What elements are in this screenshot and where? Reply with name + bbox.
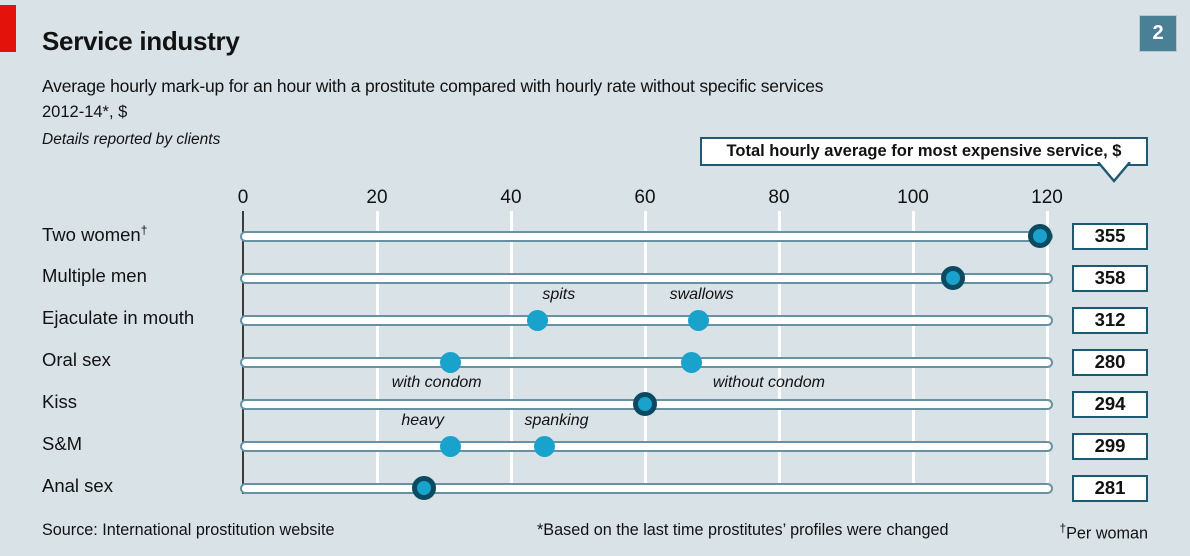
footnote-asterisk: *Based on the last time prostitutes’ pro… [537, 521, 949, 539]
row-track [240, 356, 1053, 368]
chart-title: Service industry [42, 26, 240, 56]
dagger-symbol: † [140, 223, 148, 237]
point-note: with condom [391, 374, 482, 391]
dagger-symbol: † [1059, 521, 1067, 535]
chart-subtitle: Average hourly mark-up for an hour with … [42, 76, 824, 96]
economist-red-tab [0, 5, 16, 52]
data-dot [527, 309, 549, 331]
x-tick-label-100: 100 [897, 187, 929, 208]
row-track [240, 272, 1053, 284]
row-track [240, 230, 1053, 242]
dagger-text: Per woman [1066, 524, 1148, 543]
total-value-box: 355 [1072, 222, 1148, 250]
row-label: Oral sex [42, 349, 111, 370]
x-tick-label-40: 40 [500, 187, 522, 208]
gridline-120 [1045, 211, 1049, 494]
callout-pointer-icon [1097, 162, 1131, 183]
axis-zero-line [242, 211, 244, 494]
total-value-box: 358 [1072, 264, 1148, 292]
point-note: heavy [401, 412, 445, 429]
gridline-100 [911, 211, 915, 494]
total-value-box: 294 [1072, 390, 1148, 418]
data-dot [534, 435, 555, 457]
callout-label: Total hourly average for most expensive … [700, 137, 1148, 183]
point-note: spanking [524, 412, 589, 429]
x-tick-label-0: 0 [237, 187, 249, 208]
total-value-box: 280 [1072, 348, 1148, 376]
x-tick-label-60: 60 [634, 187, 656, 208]
x-tick-label-20: 20 [366, 187, 388, 208]
row-track [240, 440, 1053, 452]
data-dot [440, 351, 462, 373]
row-track [240, 482, 1053, 494]
row-label: Ejaculate in mouth [42, 307, 195, 328]
x-tick-label-120: 120 [1031, 187, 1063, 208]
data-dot-ringed [1028, 224, 1053, 248]
gridline-60 [643, 211, 647, 494]
source-note: Source: International prostitution websi… [42, 521, 335, 539]
row-label: Anal sex [42, 475, 113, 496]
row-label: Multiple men [42, 265, 147, 286]
data-dot-ringed [941, 266, 966, 290]
total-value-box: 281 [1072, 474, 1148, 502]
callout-text: Total hourly average for most expensive … [726, 142, 1122, 160]
detail-note: Details reported by clients [42, 131, 221, 148]
unit-line: 2012-14*, $ [42, 103, 128, 121]
gridline-40 [509, 211, 513, 494]
x-tick-label-80: 80 [768, 187, 790, 208]
gridline-80 [777, 211, 781, 494]
data-dot [688, 309, 710, 331]
total-value-box: 312 [1072, 306, 1148, 334]
point-note: without condom [712, 374, 825, 391]
footnote-dagger: †Per woman [1059, 521, 1148, 543]
total-value-box: 299 [1072, 432, 1148, 460]
gridline-20 [375, 211, 379, 494]
data-dot-ringed [633, 392, 657, 416]
row-label: Kiss [42, 391, 77, 412]
data-dot [681, 351, 703, 373]
row-label: S&M [42, 433, 83, 454]
row-track [240, 314, 1053, 326]
data-dot [440, 435, 462, 457]
point-note: swallows [669, 286, 734, 303]
row-label: Two women† [42, 223, 148, 246]
point-note: spits [542, 286, 576, 303]
figure-number-badge: 2 [1139, 15, 1177, 52]
data-dot-ringed [411, 476, 436, 500]
